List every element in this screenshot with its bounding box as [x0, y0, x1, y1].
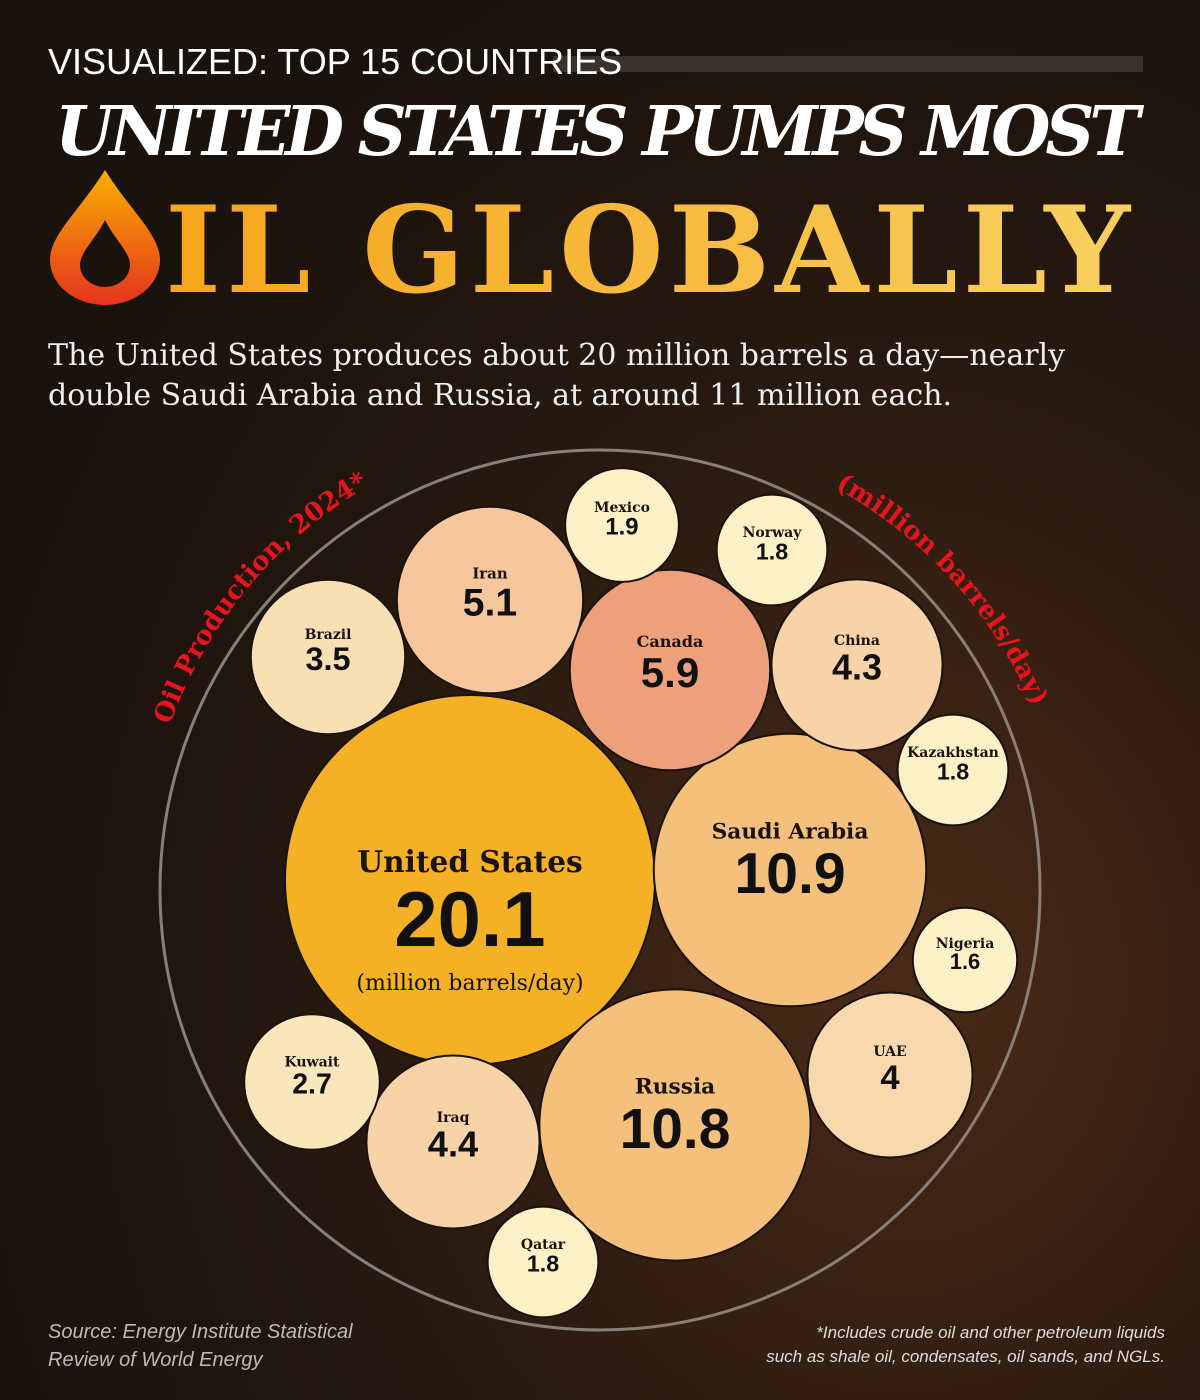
bubble-label: Kuwait — [285, 1054, 340, 1070]
bubble-value: 4.4 — [428, 1124, 479, 1165]
bubble-value: 1.8 — [937, 758, 969, 784]
bubble-label: Kazakhstan — [907, 745, 999, 761]
bubble-value: 4.3 — [832, 646, 882, 687]
oil-drop-icon — [50, 170, 160, 305]
bubble-value: 1.8 — [756, 538, 788, 564]
bubble — [715, 493, 829, 607]
bubble — [564, 467, 680, 583]
bubble-value: 4 — [880, 1059, 900, 1097]
frame-circle — [158, 448, 1042, 1332]
kicker: VISUALIZED: TOP 15 COUNTRIES — [48, 41, 622, 82]
bubble — [568, 568, 772, 772]
bubble-value: 1.6 — [950, 949, 980, 974]
header-rule — [553, 56, 1143, 72]
bubble — [249, 578, 407, 736]
bubble-value: 1.8 — [527, 1250, 559, 1276]
bubble-value: 5.1 — [463, 582, 517, 625]
bubble-label: United States — [357, 844, 582, 879]
bubble-label: Nigeria — [936, 936, 995, 952]
bubble — [395, 505, 585, 695]
title: UNITED STATES PUMPS MOST — [55, 92, 1144, 172]
source: Review of World Energy — [48, 1349, 264, 1371]
bubble — [243, 1013, 381, 1151]
bubble-label: Iran — [472, 564, 507, 582]
bubble — [365, 1054, 541, 1230]
bubble-label: Norway — [743, 525, 803, 541]
bubble — [486, 1205, 600, 1319]
source: Source: Energy Institute Statistical — [48, 1321, 353, 1343]
bubble-label: Russia — [635, 1075, 716, 1100]
bubble — [806, 991, 974, 1159]
bubble — [896, 713, 1010, 827]
subtitle: The United States produces about 20 mill… — [48, 338, 1065, 373]
bubble-value: 2.7 — [292, 1068, 332, 1100]
bubble-value: 1.9 — [605, 514, 638, 541]
bubble — [911, 906, 1019, 1014]
bubble — [770, 578, 944, 752]
bubble-label: Iraq — [437, 1110, 470, 1126]
bubble-label: China — [834, 633, 880, 649]
bubble-value: 3.5 — [305, 641, 350, 677]
footnote: such as shale oil, condensates, oil sand… — [766, 1347, 1165, 1366]
bubble-label: Canada — [637, 632, 704, 651]
bubble-label: Qatar — [521, 1237, 566, 1253]
subtitle: double Saudi Arabia and Russia, at aroun… — [48, 378, 952, 413]
bubble-value: 10.8 — [620, 1097, 731, 1161]
bubble-value: 5.9 — [641, 649, 700, 696]
bubble-label: Brazil — [305, 627, 352, 643]
bubble — [538, 988, 812, 1262]
footnote: *Includes crude oil and other petroleum … — [816, 1323, 1165, 1342]
bubble-value: 20.1 — [394, 877, 545, 963]
bubble-label: Mexico — [594, 500, 650, 516]
unit-label: (million barrels/day) — [356, 971, 583, 996]
bubble-label: Saudi Arabia — [712, 820, 869, 845]
bubble-value: 10.9 — [734, 842, 845, 906]
bubble — [652, 732, 928, 1008]
title-highlight: IL GLOBALLY — [165, 180, 1131, 321]
bubble-label: UAE — [873, 1044, 906, 1060]
